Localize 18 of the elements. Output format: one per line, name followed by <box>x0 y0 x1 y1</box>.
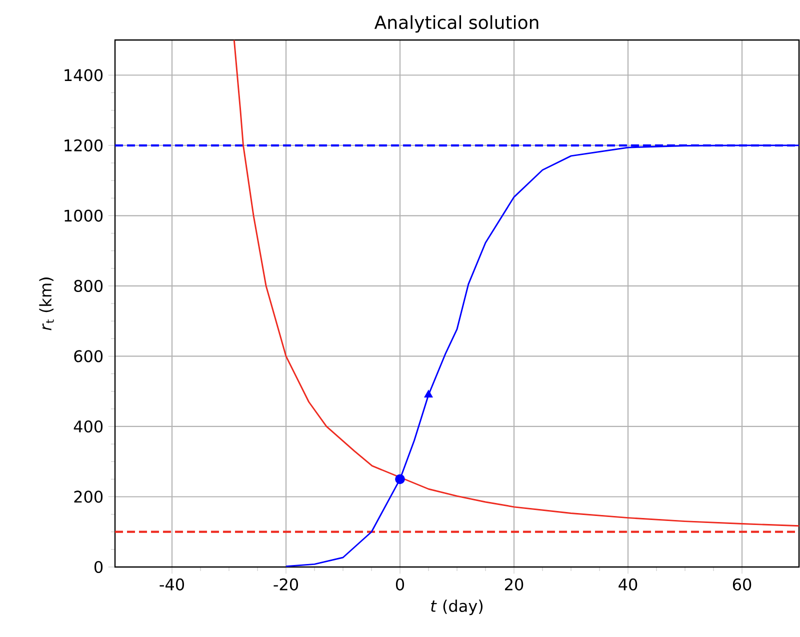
y-tick-label: 1000 <box>64 210 103 222</box>
x-tick-label: 40 <box>618 578 638 590</box>
y-tick-label: 1200 <box>64 139 103 152</box>
chart-title: Analytical solution <box>374 15 538 33</box>
y-axis-title: r$_{t}$ (km) <box>39 278 54 330</box>
x-tick-label: 20 <box>505 578 524 590</box>
line-series <box>233 40 800 527</box>
x-tick-label: 0 <box>396 578 404 590</box>
x-tick-label: -40 <box>160 578 184 590</box>
y-tick-label: 200 <box>74 490 103 503</box>
x-tick-label: -20 <box>274 578 298 590</box>
y-tick-label: 0 <box>94 560 103 574</box>
y-tick-label: 400 <box>74 420 103 433</box>
y-tick-label: 1400 <box>64 69 103 82</box>
y-tick-label: 600 <box>74 350 103 362</box>
x-axis-title: t (day) <box>431 600 483 616</box>
y-tick-label: 800 <box>74 280 103 292</box>
x-tick-label: 60 <box>732 578 752 590</box>
